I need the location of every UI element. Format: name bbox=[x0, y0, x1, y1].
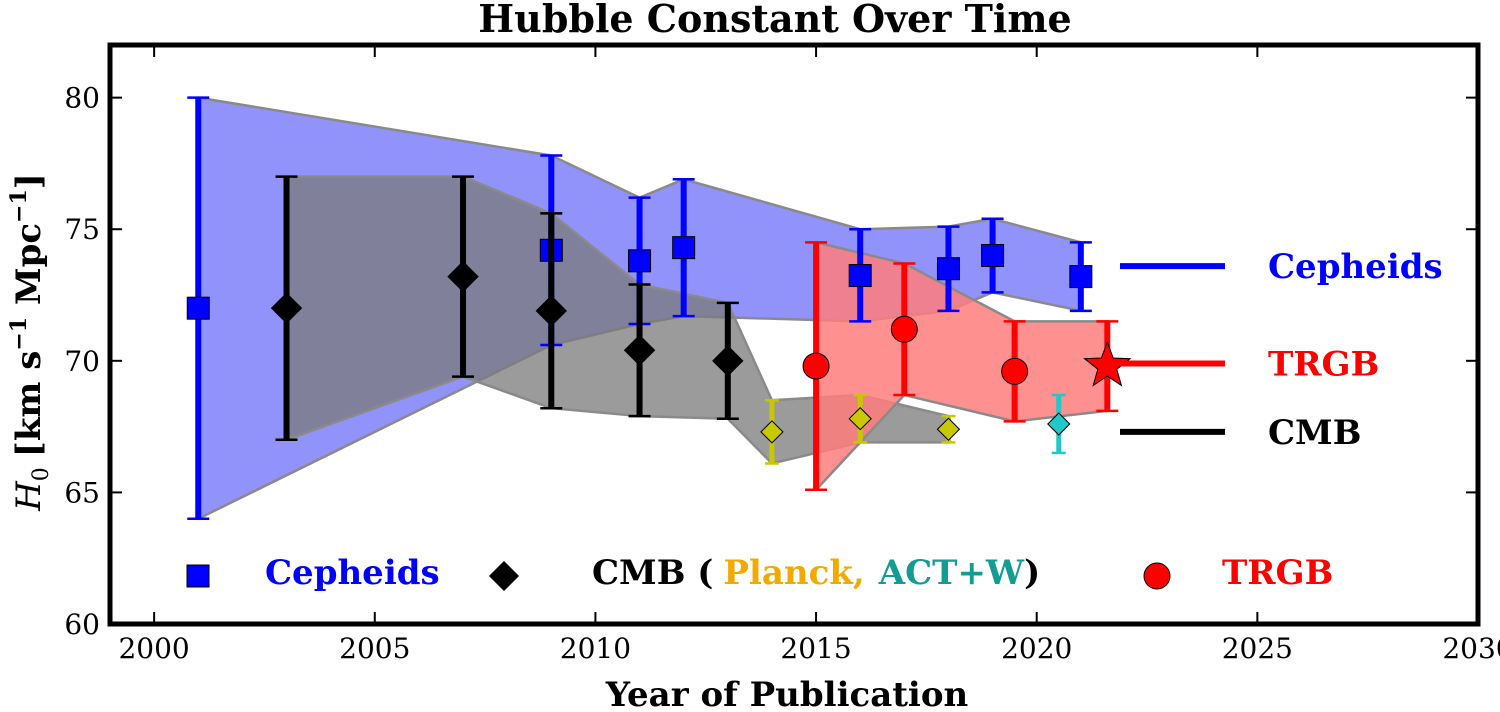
point-trgb bbox=[1001, 357, 1029, 385]
y-axis-close: ] bbox=[9, 173, 49, 189]
y-axis-exponent-1: −1 bbox=[6, 317, 32, 351]
y-tick-label: 75 bbox=[64, 213, 100, 246]
right-legend-label-cepheids: Cepheids bbox=[1268, 247, 1443, 287]
legend-trgb-label: TRGB bbox=[1222, 553, 1333, 593]
legend-cepheids-marker bbox=[186, 564, 210, 588]
point-trgb-latest bbox=[1083, 340, 1132, 387]
legend-cmb-label: CMB (Planck, ACT+W) bbox=[592, 553, 1040, 593]
point-cmb bbox=[447, 260, 479, 293]
point-planck bbox=[760, 420, 784, 444]
point-trgb bbox=[890, 315, 918, 343]
legend-actw-text: ACT+W bbox=[878, 553, 1025, 593]
legend-cepheids-label: Cepheids bbox=[265, 553, 440, 593]
plot-frame bbox=[107, 42, 1481, 627]
x-tick-label: 2015 bbox=[780, 632, 851, 665]
legend-trgb-marker bbox=[1143, 562, 1171, 590]
point-cmb bbox=[623, 334, 656, 366]
right-legend-label-cmb: CMB bbox=[1268, 413, 1361, 453]
point-cepheids bbox=[186, 296, 210, 320]
x-tick-label: 2000 bbox=[118, 632, 189, 665]
point-cepheids bbox=[848, 264, 872, 288]
chart-title: Hubble Constant Over Time bbox=[478, 0, 1071, 41]
x-tick-label: 2005 bbox=[339, 632, 410, 665]
y-tick-label: 65 bbox=[64, 476, 100, 509]
x-tick-label: 2025 bbox=[1222, 632, 1293, 665]
x-tick-label: 2010 bbox=[560, 632, 631, 665]
x-tick-label: 2020 bbox=[1001, 632, 1072, 665]
point-trgb bbox=[802, 352, 830, 380]
point-cepheids bbox=[981, 244, 1005, 268]
y-tick-label: 80 bbox=[64, 82, 100, 115]
y-tick-label: 60 bbox=[64, 608, 100, 641]
point-cmb bbox=[270, 292, 303, 324]
point-cepheids bbox=[628, 249, 652, 273]
point-act-w bbox=[1047, 412, 1071, 436]
point-cepheids bbox=[1069, 265, 1093, 289]
point-planck bbox=[848, 407, 872, 431]
y-axis-subscript: 0 bbox=[29, 467, 54, 481]
x-tick-label: 2030 bbox=[1442, 632, 1500, 665]
y-tick-label: 70 bbox=[64, 345, 100, 378]
legend-planck-text: Planck, bbox=[723, 553, 864, 593]
y-axis-exponent-2: −1 bbox=[6, 189, 32, 223]
x-axis-label: Year of Publication bbox=[605, 675, 969, 712]
right-legend-label-trgb: TRGB bbox=[1268, 344, 1379, 384]
y-axis-label: H0[km s−1 Mpc−1] bbox=[6, 173, 54, 512]
y-axis-units-2: Mpc bbox=[9, 223, 49, 317]
point-cmb bbox=[712, 345, 744, 377]
legend-close-paren: ) bbox=[1024, 553, 1040, 593]
point-cepheids bbox=[936, 257, 960, 281]
plot-area: 2000 2005 2010 2015 2020 2025 2030 60 65 70 75 80 Ce… bbox=[64, 42, 1500, 665]
point-cepheids bbox=[672, 236, 696, 260]
bottom-legend: Cepheids CMB (Planck, ACT+W) TRGB bbox=[186, 553, 1333, 593]
point-planck bbox=[936, 417, 961, 441]
y-axis-symbol: H bbox=[9, 480, 49, 512]
legend-cmb-marker bbox=[489, 561, 519, 591]
point-cmb bbox=[535, 295, 567, 327]
legend-cmb-text: CMB ( bbox=[592, 553, 713, 593]
y-axis-units: [km s bbox=[9, 351, 49, 458]
